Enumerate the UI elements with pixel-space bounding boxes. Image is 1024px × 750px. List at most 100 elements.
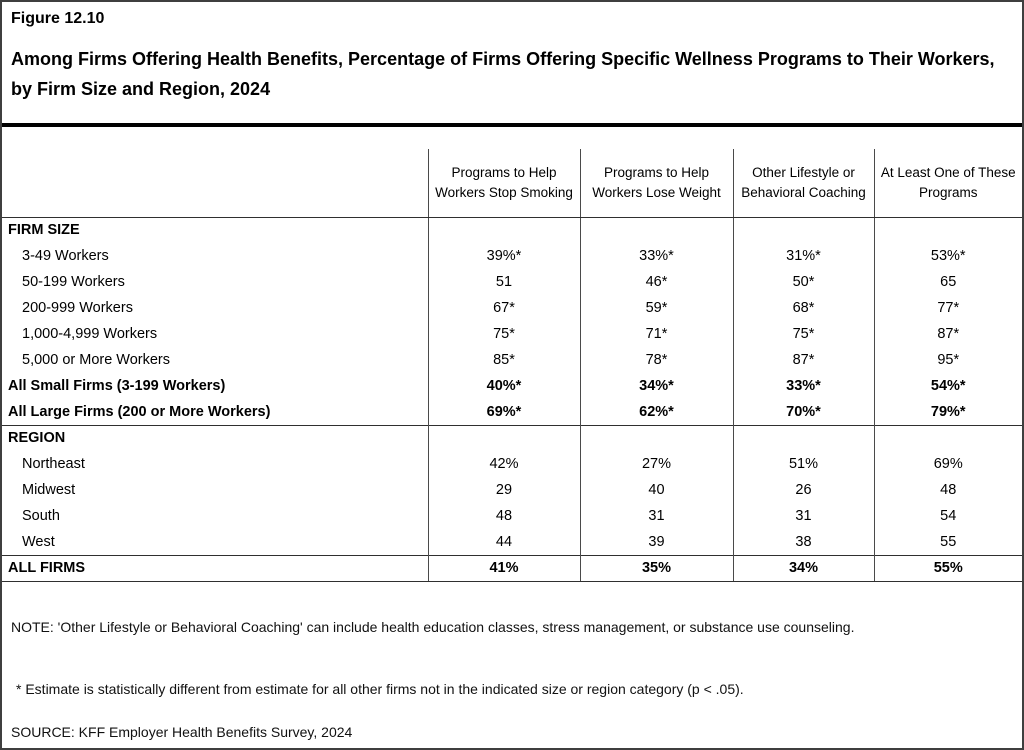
cell: 54: [873, 503, 1022, 529]
cell: 69%: [873, 451, 1022, 477]
row-label: Midwest: [22, 482, 76, 498]
cell: 34%: [732, 554, 874, 582]
cell: 50*: [732, 269, 874, 295]
cell: 35%: [579, 554, 733, 582]
cell: 62%*: [579, 399, 733, 425]
notes-block: NOTE: 'Other Lifestyle or Behavioral Coa…: [2, 619, 1022, 741]
cell: 68*: [732, 295, 874, 321]
cell: [579, 217, 733, 243]
cell: 31: [732, 503, 874, 529]
cell: 40: [579, 477, 733, 503]
cell: 48: [873, 477, 1022, 503]
cell: 39: [579, 529, 733, 555]
row-label: 3-49 Workers: [22, 248, 109, 264]
cell: [732, 424, 874, 451]
cell: 31: [579, 503, 733, 529]
cell: 54%*: [873, 373, 1022, 399]
cell: 33%*: [732, 373, 874, 399]
cell: [732, 217, 874, 243]
cell: [427, 424, 580, 451]
cell: 26: [732, 477, 874, 503]
row-all-small-firms: All Small Firms (3-199 Workers) 40%* 34%…: [2, 373, 1022, 399]
row-south: South 48 31 31 54: [2, 503, 1022, 529]
col-header-stop-smoking: Programs to Help Workers Stop Smoking: [427, 149, 580, 218]
row-firm-size-header: FIRM SIZE: [2, 217, 1022, 243]
cell: 42%: [427, 451, 580, 477]
cell: 95*: [873, 347, 1022, 373]
row-label-header: [2, 149, 428, 218]
row-label: Northeast: [22, 456, 85, 472]
cell: [873, 217, 1022, 243]
cell: [579, 424, 733, 451]
cell: 55: [873, 529, 1022, 555]
source-text: SOURCE: KFF Employer Health Benefits Sur…: [11, 723, 353, 740]
cell: 53%*: [873, 243, 1022, 269]
cell: 39%*: [427, 243, 580, 269]
cell: 46*: [579, 269, 733, 295]
title-block: Figure 12.10 Among Firms Offering Health…: [2, 2, 1022, 123]
cell: 33%*: [579, 243, 733, 269]
wellness-programs-table: Programs to Help Workers Stop Smoking Pr…: [2, 149, 1022, 582]
cell: 77*: [873, 295, 1022, 321]
cell: 65: [873, 269, 1022, 295]
cell: 75*: [427, 321, 580, 347]
row-label: ALL FIRMS: [2, 554, 428, 582]
row-50-199-workers: 50-199 Workers 51 46* 50* 65: [2, 269, 1022, 295]
row-label: 1,000-4,999 Workers: [22, 326, 158, 342]
cell: 75*: [732, 321, 874, 347]
figure-title: Among Firms Offering Health Benefits, Pe…: [11, 49, 995, 99]
row-3-49-workers: 3-49 Workers 39%* 33%* 31%* 53%*: [2, 243, 1022, 269]
cell: 55%: [873, 554, 1022, 582]
cell: 71*: [579, 321, 733, 347]
cell: 48: [427, 503, 580, 529]
row-label: All Large Firms (200 or More Workers): [8, 403, 271, 420]
col-header-lose-weight: Programs to Help Workers Lose Weight: [579, 149, 733, 218]
row-midwest: Midwest 29 40 26 48: [2, 477, 1022, 503]
cell: 69%*: [427, 399, 580, 425]
cell: 31%*: [732, 243, 874, 269]
cell: 70%*: [732, 399, 874, 425]
note-text: NOTE: 'Other Lifestyle or Behavioral Coa…: [11, 618, 855, 635]
cell: 51: [427, 269, 580, 295]
row-label: 50-199 Workers: [22, 274, 125, 290]
row-all-firms: ALL FIRMS 41% 35% 34% 55%: [2, 554, 1022, 582]
asterisk-note-text: * Estimate is statistically different fr…: [16, 680, 744, 697]
row-label: 200-999 Workers: [22, 300, 133, 316]
row-1000-4999-workers: 1,000-4,999 Workers 75* 71* 75* 87*: [2, 321, 1022, 347]
cell: 85*: [427, 347, 580, 373]
cell: [873, 424, 1022, 451]
cell: 41%: [427, 554, 580, 582]
cell: 27%: [579, 451, 733, 477]
row-label: 5,000 or More Workers: [22, 352, 171, 368]
cell: 34%*: [579, 373, 733, 399]
col-header-at-least-one: At Least One of These Programs: [873, 149, 1022, 218]
cell: 44: [427, 529, 580, 555]
cell: [427, 217, 580, 243]
cell: 87*: [873, 321, 1022, 347]
cell: 87*: [732, 347, 874, 373]
cell: 67*: [427, 295, 580, 321]
row-5000-or-more-workers: 5,000 or More Workers 85* 78* 87* 95*: [2, 347, 1022, 373]
row-all-large-firms: All Large Firms (200 or More Workers) 69…: [2, 399, 1022, 425]
cell: 79%*: [873, 399, 1022, 425]
row-label: All Small Firms (3-199 Workers): [8, 378, 226, 394]
cell: 40%*: [427, 373, 580, 399]
title-divider-rule: [2, 123, 1022, 127]
row-200-999-workers: 200-999 Workers 67* 59* 68* 77*: [2, 295, 1022, 321]
cell: 29: [427, 477, 580, 503]
header-row: Programs to Help Workers Stop Smoking Pr…: [2, 149, 1022, 218]
col-header-behavioral-coaching: Other Lifestyle or Behavioral Coaching: [732, 149, 874, 218]
row-west: West 44 39 38 55: [2, 529, 1022, 555]
cell: 38: [732, 529, 874, 555]
cell: 59*: [579, 295, 733, 321]
row-label: South: [22, 508, 60, 524]
section-header: FIRM SIZE: [8, 222, 80, 239]
cell: 78*: [579, 347, 733, 373]
row-northeast: Northeast 42% 27% 51% 69%: [2, 451, 1022, 477]
figure-label: Figure 12.10: [11, 10, 105, 27]
row-region-header: REGION: [2, 424, 1022, 451]
cell: 51%: [732, 451, 874, 477]
section-header: REGION: [2, 424, 428, 451]
row-label: West: [22, 533, 55, 550]
